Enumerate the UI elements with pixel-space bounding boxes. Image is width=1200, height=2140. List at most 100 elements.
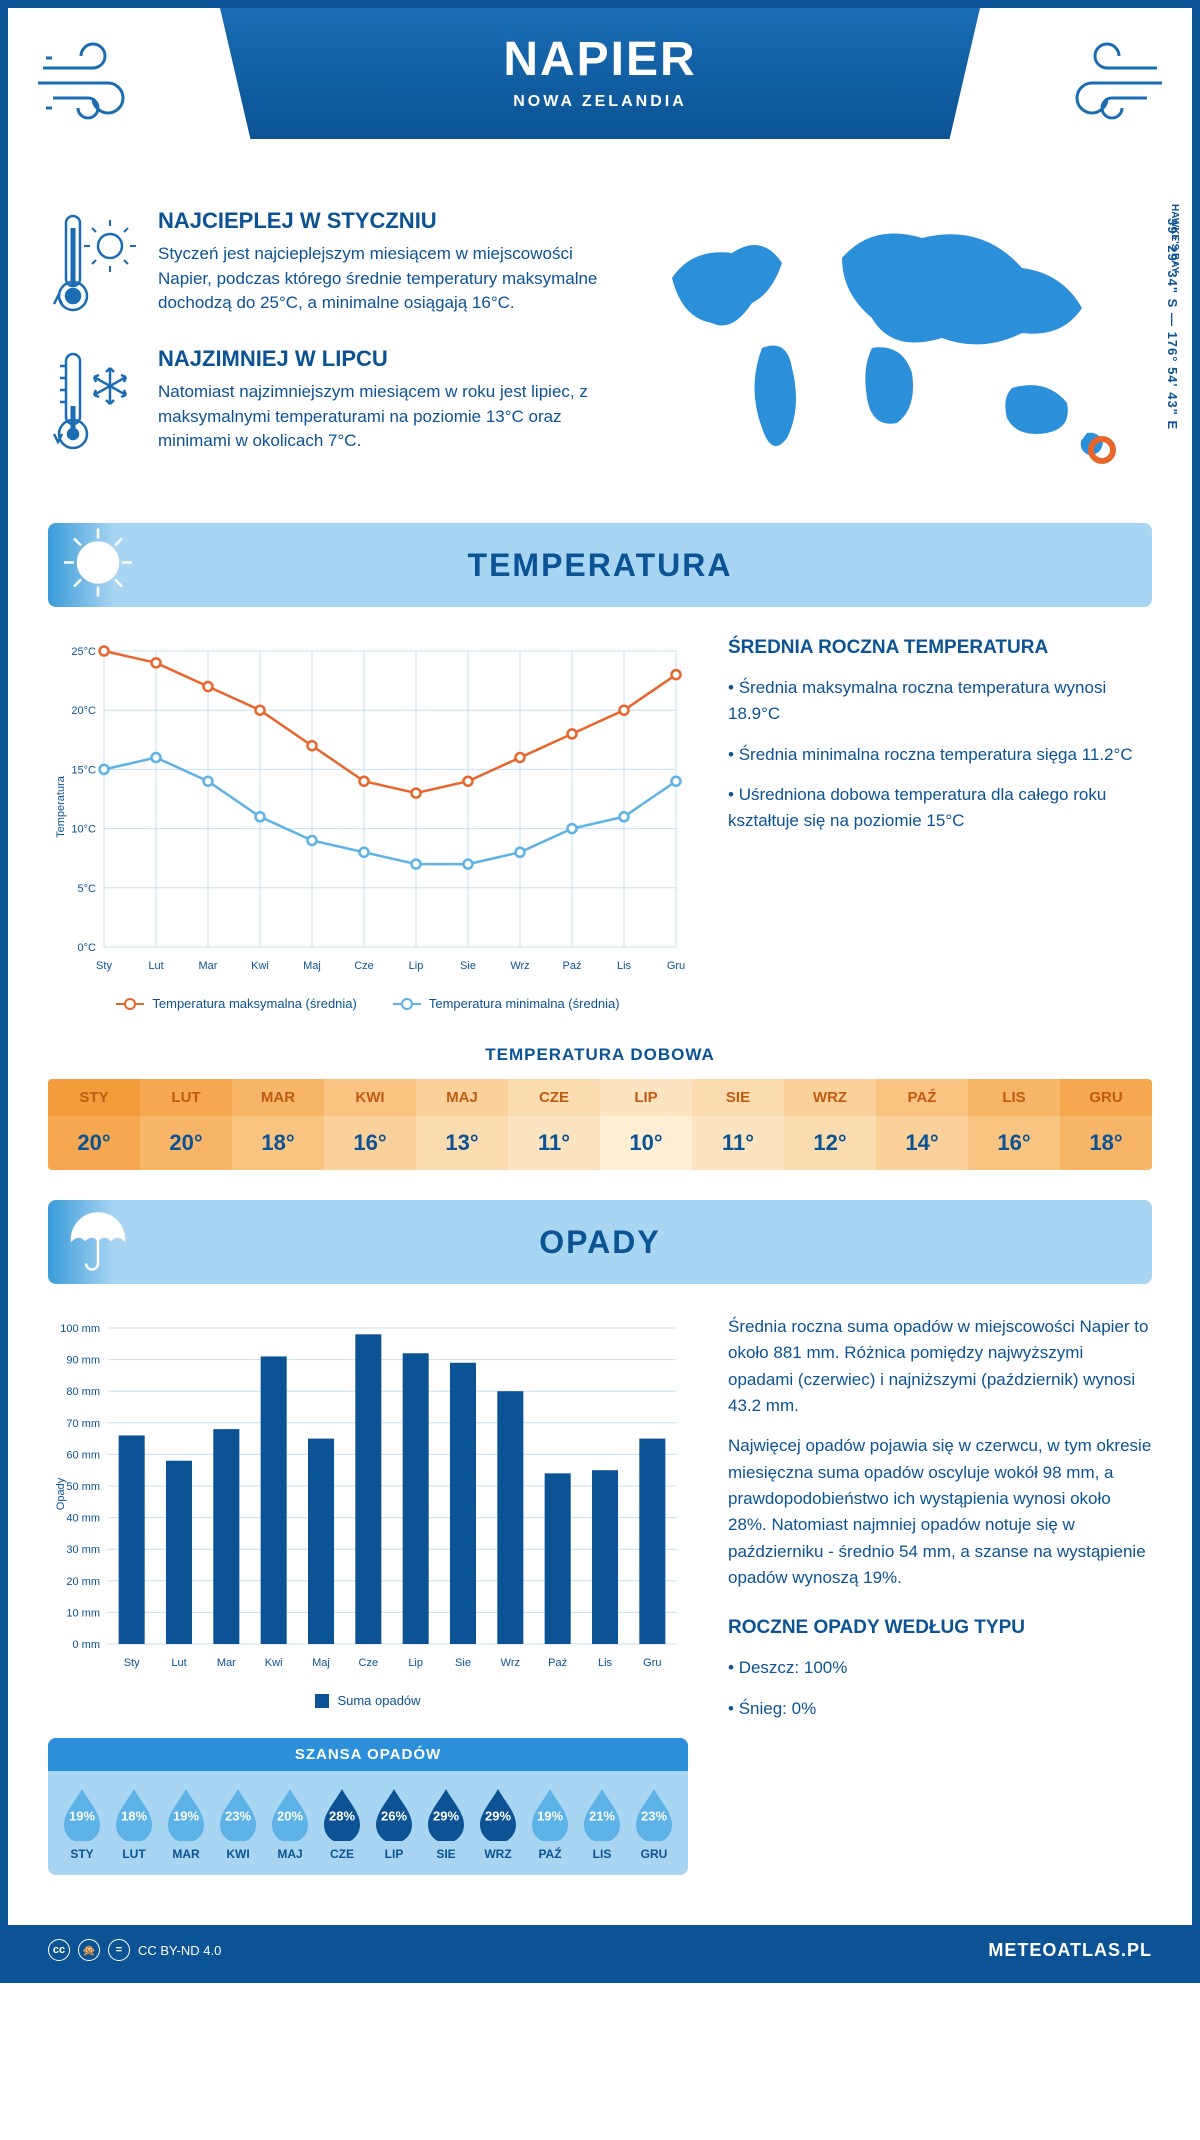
world-map-icon: [632, 208, 1152, 488]
svg-text:Wrz: Wrz: [510, 960, 529, 972]
svg-text:Sie: Sie: [460, 960, 476, 972]
svg-text:Gru: Gru: [643, 1657, 661, 1669]
license-text: CC BY-ND 4.0: [138, 1943, 221, 1958]
warmest-fact: NAJCIEPLEJ W STYCZNIU Styczeń jest najci…: [48, 208, 602, 318]
daily-temperature-table: STY20°LUT20°MAR18°KWI16°MAJ13°CZE11°LIP1…: [48, 1079, 1152, 1170]
title-banner: NAPIER NOWA ZELANDIA: [220, 8, 980, 139]
svg-text:Lip: Lip: [409, 960, 424, 972]
umbrella-icon: [60, 1202, 136, 1283]
temp-summary-item: Średnia maksymalna roczna temperatura wy…: [728, 675, 1152, 728]
chance-title: SZANSA OPADÓW: [48, 1738, 688, 1771]
svg-text:Kwi: Kwi: [265, 1657, 283, 1669]
legend-precip-label: Suma opadów: [337, 1693, 420, 1708]
svg-text:Paź: Paź: [563, 960, 582, 972]
by-icon: 🙊: [78, 1939, 100, 1961]
svg-text:50 mm: 50 mm: [66, 1481, 100, 1493]
temp-table-column: GRU18°: [1060, 1079, 1152, 1170]
svg-text:Sty: Sty: [124, 1657, 140, 1669]
warmest-title: NAJCIEPLEJ W STYCZNIU: [158, 208, 602, 234]
svg-text:Temperatura: Temperatura: [55, 775, 67, 838]
chart-legend: Suma opadów: [48, 1693, 688, 1708]
svg-text:Wrz: Wrz: [501, 1657, 520, 1669]
cc-icon: cc: [48, 1939, 70, 1961]
chance-drop: 20%MAJ: [264, 1787, 316, 1861]
temp-table-column: LIS16°: [968, 1079, 1060, 1170]
chance-drop: 28%CZE: [316, 1787, 368, 1861]
temp-summary-item: Średnia minimalna roczna temperatura się…: [728, 742, 1152, 768]
temp-table-column: LIP10°: [600, 1079, 692, 1170]
wind-decoration-icon: [38, 38, 148, 133]
temperature-line-chart: 0°C5°C10°C15°C20°C25°CStyLutMarKwiMajCze…: [48, 637, 688, 977]
city-name: NAPIER: [220, 32, 980, 87]
svg-text:Paź: Paź: [548, 1657, 567, 1669]
license-block: cc 🙊 = CC BY-ND 4.0: [48, 1939, 221, 1961]
coldest-text: Natomiast najzimniejszym miesiącem w rok…: [158, 380, 602, 454]
svg-text:25°C: 25°C: [71, 646, 96, 658]
precip-para-1: Średnia roczna suma opadów w miejscowośc…: [728, 1314, 1152, 1419]
section-title: OPADY: [539, 1224, 660, 1261]
chance-drop: 19%STY: [56, 1787, 108, 1861]
temp-summary-item: Uśredniona dobowa temperatura dla całego…: [728, 782, 1152, 835]
svg-text:90 mm: 90 mm: [66, 1355, 100, 1367]
svg-text:Opady: Opady: [55, 1477, 67, 1510]
chart-legend: Temperatura maksymalna (średnia) Tempera…: [48, 996, 688, 1011]
coordinates: 39° 29' 34" S — 176° 54' 43" E: [1165, 218, 1180, 430]
svg-text:Lis: Lis: [617, 960, 632, 972]
svg-text:40 mm: 40 mm: [66, 1513, 100, 1525]
temp-table-column: CZE11°: [508, 1079, 600, 1170]
temp-table-column: STY20°: [48, 1079, 140, 1170]
svg-text:Cze: Cze: [354, 960, 374, 972]
temp-table-column: PAŹ14°: [876, 1079, 968, 1170]
temp-table-column: LUT20°: [140, 1079, 232, 1170]
coldest-fact: NAJZIMNIEJ W LIPCU Natomiast najzimniejs…: [48, 346, 602, 456]
chance-drop: 18%LUT: [108, 1787, 160, 1861]
temp-table-column: MAJ13°: [416, 1079, 508, 1170]
legend-max-label: Temperatura maksymalna (średnia): [152, 996, 356, 1011]
precip-type-item: Śnieg: 0%: [728, 1696, 1152, 1722]
svg-text:Mar: Mar: [199, 960, 218, 972]
precip-para-2: Najwięcej opadów pojawia się w czerwcu, …: [728, 1433, 1152, 1591]
svg-text:70 mm: 70 mm: [66, 1418, 100, 1430]
svg-text:Sie: Sie: [455, 1657, 471, 1669]
thermometer-snow-icon: [48, 346, 138, 456]
svg-text:Mar: Mar: [217, 1657, 236, 1669]
header: NAPIER NOWA ZELANDIA: [8, 8, 1192, 208]
wind-decoration-icon: [1052, 38, 1162, 133]
chance-drop: 19%PAŹ: [524, 1787, 576, 1861]
svg-text:Maj: Maj: [303, 960, 321, 972]
temp-table-column: WRZ12°: [784, 1079, 876, 1170]
chance-drop: 29%WRZ: [472, 1787, 524, 1861]
svg-text:Lut: Lut: [148, 960, 163, 972]
sun-icon: [60, 525, 136, 606]
chance-drop: 19%MAR: [160, 1787, 212, 1861]
svg-text:Lis: Lis: [598, 1657, 613, 1669]
temp-table-column: MAR18°: [232, 1079, 324, 1170]
site-name: METEOATLAS.PL: [988, 1940, 1152, 1961]
nd-icon: =: [108, 1939, 130, 1961]
svg-text:Cze: Cze: [359, 1657, 379, 1669]
chance-drop: 23%KWI: [212, 1787, 264, 1861]
svg-text:80 mm: 80 mm: [66, 1386, 100, 1398]
svg-text:0°C: 0°C: [78, 942, 97, 954]
temp-table-column: KWI16°: [324, 1079, 416, 1170]
chance-drop: 21%LIS: [576, 1787, 628, 1861]
chance-drop: 23%GRU: [628, 1787, 680, 1861]
temp-summary-list: Średnia maksymalna roczna temperatura wy…: [728, 675, 1152, 835]
precip-types-list: Deszcz: 100%Śnieg: 0%: [728, 1655, 1152, 1722]
precipitation-chance-panel: SZANSA OPADÓW 19%STY18%LUT19%MAR23%KWI20…: [48, 1738, 688, 1875]
warmest-text: Styczeń jest najcieplejszym miesiącem w …: [158, 242, 602, 316]
svg-text:Kwi: Kwi: [251, 960, 269, 972]
svg-text:Sty: Sty: [96, 960, 112, 972]
precipitation-bar-chart: 0 mm10 mm20 mm30 mm40 mm50 mm60 mm70 mm8…: [48, 1314, 688, 1674]
section-header-temperature: TEMPERATURA: [48, 523, 1152, 607]
chance-drop: 26%LIP: [368, 1787, 420, 1861]
svg-text:Lip: Lip: [408, 1657, 423, 1669]
svg-text:10°C: 10°C: [71, 824, 96, 836]
precip-types-title: ROCZNE OPADY WEDŁUG TYPU: [728, 1617, 1152, 1639]
svg-text:15°C: 15°C: [71, 764, 96, 776]
temp-summary-title: ŚREDNIA ROCZNA TEMPERATURA: [728, 637, 1152, 659]
svg-text:5°C: 5°C: [78, 883, 97, 895]
svg-text:0 mm: 0 mm: [73, 1639, 101, 1651]
svg-text:100 mm: 100 mm: [60, 1323, 100, 1335]
legend-min-label: Temperatura minimalna (średnia): [429, 996, 620, 1011]
